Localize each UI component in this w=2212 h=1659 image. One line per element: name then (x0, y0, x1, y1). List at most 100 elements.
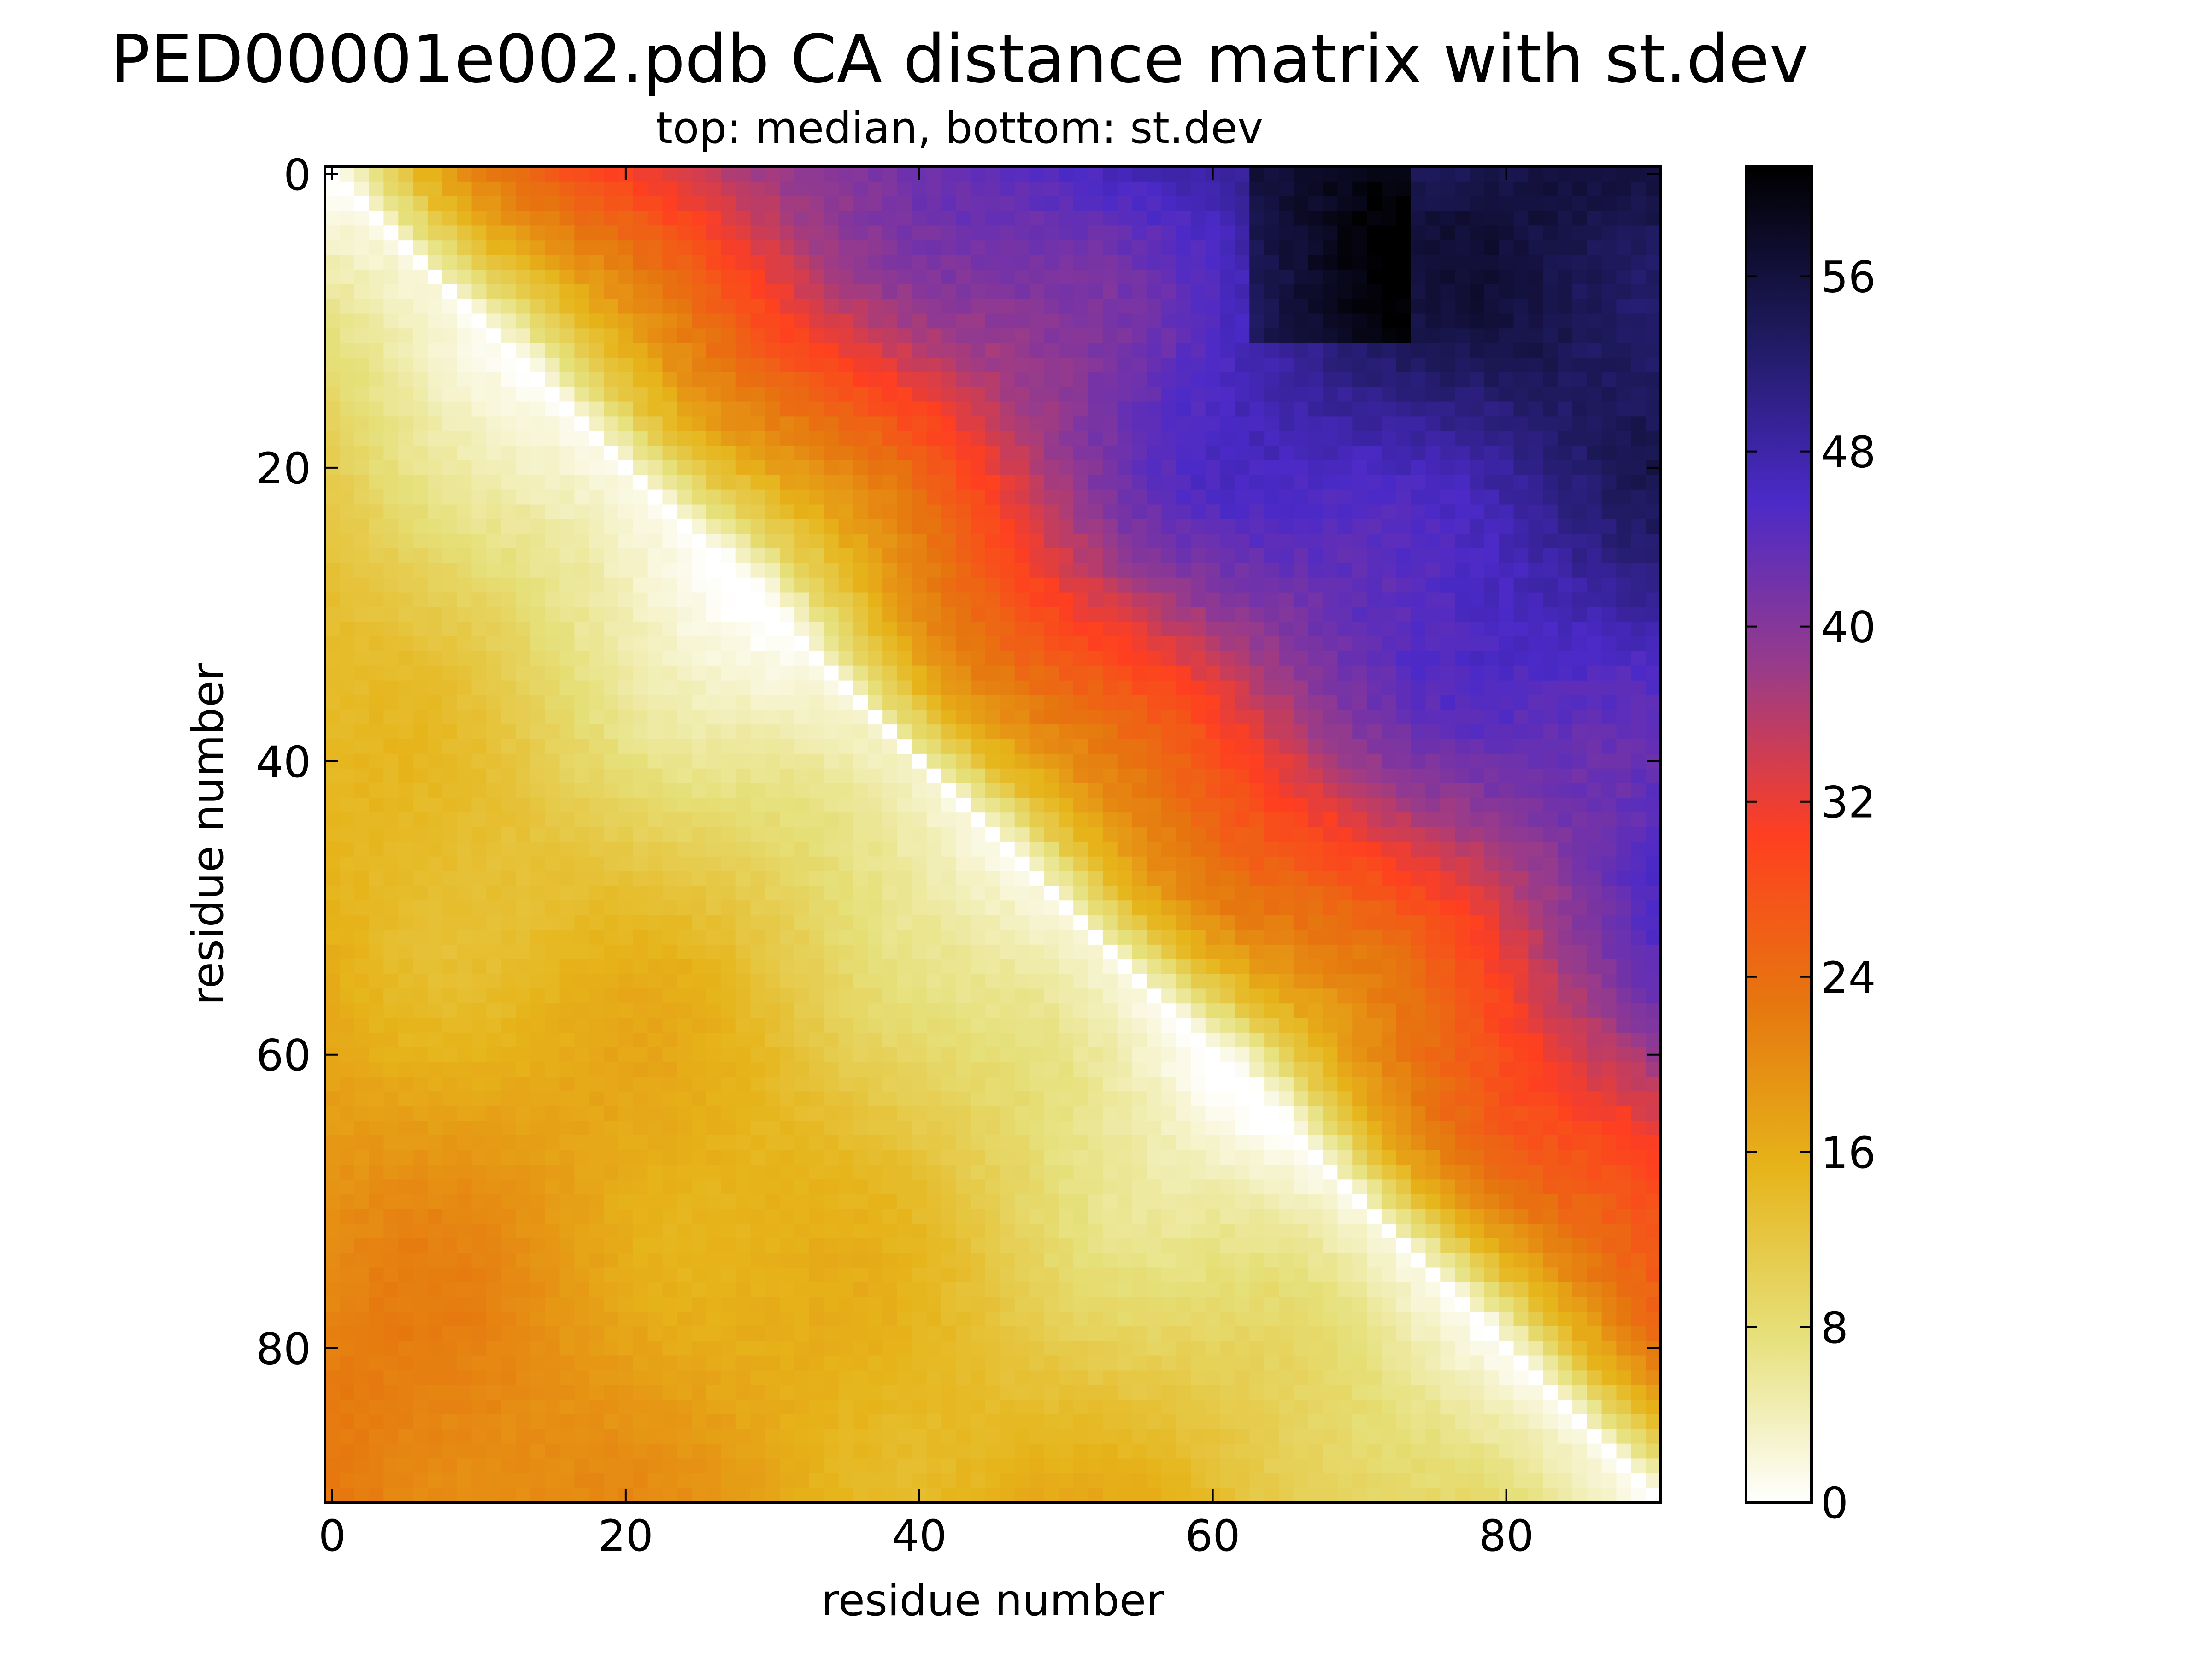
heatmap-cell (501, 827, 516, 842)
heatmap-cell (413, 710, 428, 725)
heatmap-cell (1190, 284, 1206, 300)
heatmap-cell (530, 328, 546, 343)
heatmap-cell (1484, 622, 1500, 637)
heatmap-cell (501, 299, 516, 314)
heatmap-cell (325, 680, 340, 696)
heatmap-cell (868, 196, 883, 212)
heatmap-cell (574, 856, 590, 872)
heatmap-cell (941, 416, 957, 432)
heatmap-cell (1220, 269, 1235, 285)
heatmap-cell (809, 959, 824, 975)
heatmap-cell (1220, 343, 1235, 358)
heatmap-cell (1440, 269, 1455, 285)
heatmap-cell (354, 900, 370, 916)
heatmap-cell (1513, 959, 1529, 975)
heatmap-cell (1029, 416, 1045, 432)
heatmap-cell (559, 577, 575, 593)
heatmap-cell (1132, 724, 1147, 740)
heatmap-cell (735, 196, 751, 212)
heatmap-cell (1161, 841, 1177, 857)
heatmap-cell (1601, 240, 1617, 255)
heatmap-cell (926, 636, 942, 652)
heatmap-cell (647, 372, 663, 388)
heatmap-cell (956, 211, 971, 226)
heatmap-cell (1367, 812, 1382, 828)
heatmap-cell (1631, 915, 1646, 930)
heatmap-cell (1572, 798, 1588, 813)
heatmap-cell (413, 387, 428, 402)
heatmap-cell (325, 299, 340, 314)
heatmap-cell (618, 475, 634, 490)
heatmap-cell (589, 871, 604, 887)
heatmap-cell (1161, 651, 1177, 666)
heatmap-cell (1014, 959, 1030, 975)
heatmap-cell (1323, 783, 1338, 799)
heatmap-cell (1308, 710, 1324, 725)
heatmap-cell (677, 225, 692, 241)
heatmap-cell (1440, 900, 1455, 916)
heatmap-cell (1440, 798, 1455, 813)
heatmap-cell (868, 724, 883, 740)
heatmap-cell (1367, 343, 1382, 358)
heatmap-cell (501, 665, 516, 681)
heatmap-cell (677, 240, 692, 255)
heatmap-cell (1205, 710, 1221, 725)
heatmap-cell (1411, 944, 1426, 960)
heatmap-cell (427, 343, 443, 358)
heatmap-cell (354, 328, 370, 343)
heatmap-cell (545, 548, 560, 564)
heatmap-cell (868, 798, 883, 813)
heatmap-cell (442, 534, 458, 549)
heatmap-cell (794, 225, 810, 241)
heatmap-cell (1352, 930, 1367, 945)
heatmap-cell (1205, 519, 1221, 534)
heatmap-cell (1381, 592, 1397, 608)
heatmap-cell (1543, 343, 1558, 358)
heatmap-cell (604, 489, 619, 505)
heatmap-cell (1279, 695, 1294, 711)
heatmap-cell (471, 475, 487, 490)
heatmap-cell (559, 812, 575, 828)
heatmap-cell (1513, 269, 1529, 285)
heatmap-cell (1646, 416, 1661, 432)
heatmap-cell (1279, 944, 1294, 960)
heatmap-cell (1088, 225, 1103, 241)
heatmap-cell (1528, 680, 1544, 696)
heatmap-cell (692, 284, 707, 300)
heatmap-cell (1176, 475, 1191, 490)
heatmap-cell (1558, 534, 1573, 549)
heatmap-cell (809, 827, 824, 842)
heatmap-cell (971, 548, 986, 564)
heatmap-cell (926, 577, 942, 593)
heatmap-cell (853, 607, 869, 623)
heatmap-cell (530, 710, 546, 725)
heatmap-cell (1059, 753, 1074, 769)
heatmap-cell (618, 739, 634, 754)
heatmap-cell (1117, 739, 1133, 754)
heatmap-cell (765, 827, 781, 842)
heatmap-cell (1176, 680, 1191, 696)
heatmap-cell (1601, 534, 1617, 549)
heatmap-cell (633, 680, 648, 696)
heatmap-cell (1381, 358, 1397, 373)
heatmap-cell (589, 812, 604, 828)
heatmap-cell (442, 313, 458, 329)
heatmap-cell (369, 534, 384, 549)
heatmap-cell (633, 196, 648, 212)
heatmap-cell (574, 401, 590, 417)
heatmap-cell (545, 387, 560, 402)
heatmap-cell (516, 710, 531, 725)
heatmap-cell (1587, 255, 1602, 270)
heatmap-cell (442, 284, 458, 300)
heatmap-cell (1352, 446, 1367, 461)
heatmap-cell (1425, 783, 1441, 799)
heatmap-cell (1616, 651, 1632, 666)
heatmap-cell (1044, 724, 1059, 740)
heatmap-cell (1132, 739, 1147, 754)
heatmap-cell (545, 181, 560, 197)
heatmap-cell (530, 577, 546, 593)
heatmap-cell (413, 724, 428, 740)
heatmap-cell (530, 841, 546, 857)
heatmap-cell (662, 944, 678, 960)
heatmap-cell (1646, 915, 1661, 930)
